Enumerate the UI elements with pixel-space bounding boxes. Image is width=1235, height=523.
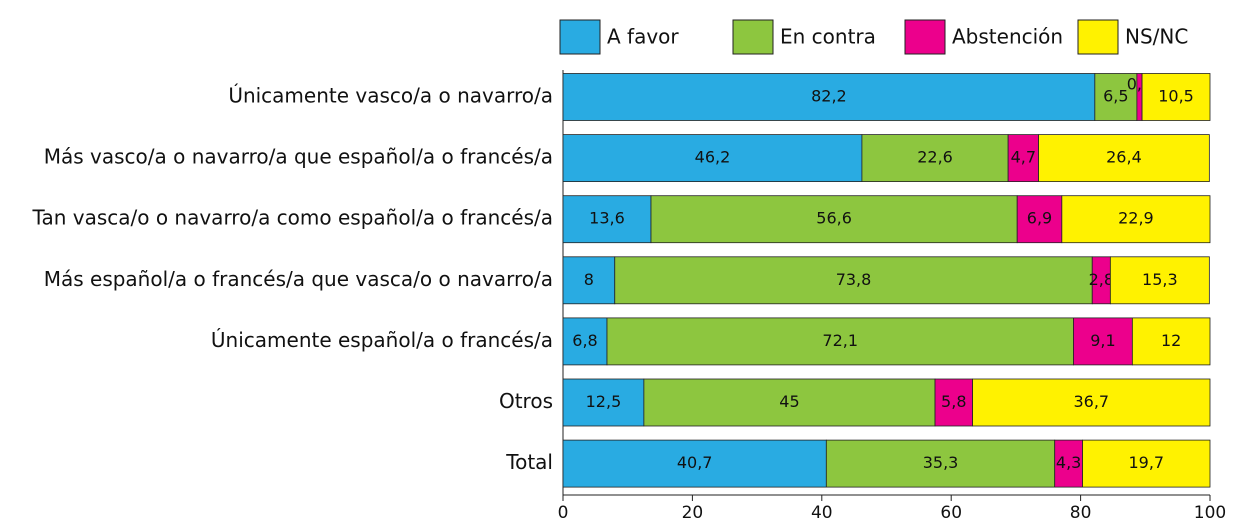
bar-segment: [1016, 195, 1063, 244]
value-label: 46,2: [695, 148, 731, 167]
x-tick-label: 20: [682, 503, 704, 523]
category-label: Más vasco/a o navarro/a que español/a o …: [44, 145, 553, 169]
category-label: Otros: [499, 389, 553, 413]
category-label: Más español/a o francés/a que vasca/o o …: [44, 267, 553, 291]
value-label: 15,3: [1142, 270, 1178, 289]
value-label: 6,9: [1027, 209, 1052, 228]
value-label: 36,7: [1073, 392, 1109, 411]
category-label: Únicamente español/a o francés/a: [211, 328, 553, 352]
x-tick-label: 40: [811, 503, 833, 523]
bar-segment: [606, 317, 1074, 366]
legend-label: En contra: [780, 25, 876, 49]
legend-swatch: [904, 19, 946, 55]
value-label: 10,5: [1158, 87, 1194, 106]
bar-segment: [562, 256, 616, 305]
category-label: Únicamente vasco/a o navarro/a: [228, 84, 553, 108]
value-label: 8: [584, 270, 594, 289]
bar-segment: [1141, 73, 1211, 121]
legend-label: NS/NC: [1125, 25, 1188, 49]
value-label: 12: [1161, 331, 1181, 350]
legend-label: A favor: [607, 25, 679, 49]
value-label: 19,7: [1128, 453, 1164, 472]
value-label: 72,1: [822, 331, 858, 350]
value-label: 82,2: [811, 87, 847, 106]
value-label: 35,3: [923, 453, 959, 472]
x-tick-label: 100: [1194, 503, 1226, 523]
bar-segment: [934, 378, 973, 427]
legend-swatch: [559, 19, 601, 55]
bar-segment: [614, 256, 1093, 305]
bar-segment: [562, 378, 645, 427]
bar-segment: [562, 317, 608, 366]
bar-segment: [1131, 317, 1211, 366]
bar-segment: [562, 439, 827, 488]
bar-segment: [562, 134, 863, 183]
x-tick-label: 60: [940, 503, 962, 523]
value-label: 2,8: [1089, 270, 1114, 289]
bar-segment: [1038, 134, 1210, 183]
value-label: 22,9: [1118, 209, 1154, 228]
legend-label: Abstención: [952, 25, 1063, 49]
legend-swatch: [732, 19, 774, 55]
value-label: 12,5: [586, 392, 622, 411]
value-label: 6,8: [572, 331, 597, 350]
bar-segment: [1082, 439, 1211, 488]
bar-segment: [562, 195, 652, 244]
value-label: 4,7: [1011, 148, 1036, 167]
value-label: 26,4: [1106, 148, 1142, 167]
bar-segment: [643, 378, 936, 427]
value-label: 22,6: [917, 148, 953, 167]
x-tick-label: 0: [558, 503, 569, 523]
value-label: 40,7: [677, 453, 713, 472]
value-label: 6,5: [1103, 87, 1128, 106]
category-label: Tan vasca/o o navarro/a como español/a o…: [32, 206, 553, 230]
value-label: 9,1: [1090, 331, 1115, 350]
legend-swatch: [1077, 19, 1119, 55]
bar-segment: [1109, 256, 1210, 305]
bar-segment: [972, 378, 1211, 427]
bar-segment: [1061, 195, 1211, 244]
value-label: 56,6: [816, 209, 852, 228]
value-label: 45: [779, 392, 799, 411]
value-label: 4,3: [1056, 453, 1081, 472]
bar-segment: [650, 195, 1018, 244]
bar-segment: [1073, 317, 1133, 366]
bar-segment: [1094, 73, 1138, 121]
bar-segment: [861, 134, 1009, 183]
bar-segment: [562, 73, 1096, 121]
value-label: 73,8: [836, 270, 872, 289]
value-label: 5,8: [941, 392, 966, 411]
category-label: Total: [505, 450, 553, 474]
value-label: 13,6: [589, 209, 625, 228]
x-tick-label: 80: [1070, 503, 1092, 523]
